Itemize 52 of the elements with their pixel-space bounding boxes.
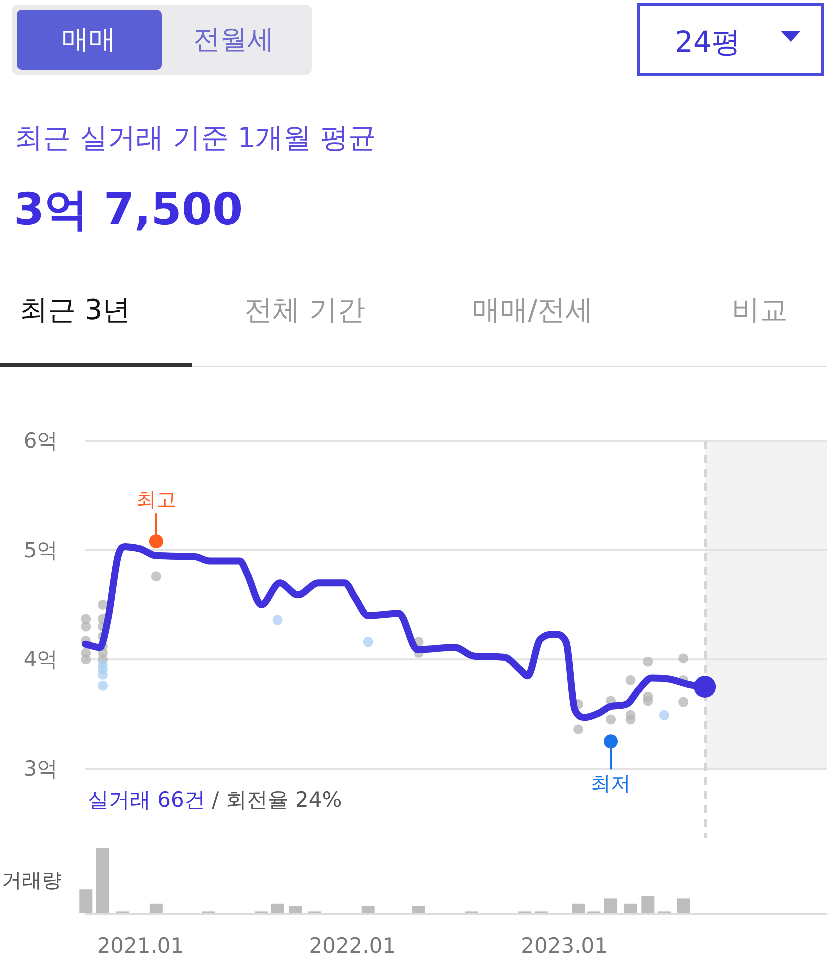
point [694, 676, 716, 698]
point [574, 724, 584, 735]
bar [604, 898, 618, 913]
bar [80, 890, 93, 913]
bar [624, 904, 638, 913]
text: 매매 [62, 24, 116, 56]
y-tick-label: 6억 [24, 429, 58, 453]
point [81, 622, 92, 632]
bar [271, 904, 284, 913]
text: 전월세 [194, 24, 274, 56]
series-label: 최고 [136, 488, 176, 512]
point [626, 714, 636, 725]
text: 매매/전세 [472, 294, 594, 326]
point [98, 680, 108, 691]
point [363, 637, 374, 648]
text: 전체 기간 [244, 294, 366, 326]
text: 3억 7,500 [14, 184, 244, 236]
bar [412, 906, 426, 913]
point [149, 534, 164, 549]
text: 비교 [732, 294, 788, 326]
text: 최근 실거래 기준 1개월 평균 [15, 122, 376, 154]
point [626, 675, 636, 686]
point [678, 654, 689, 664]
bar [289, 906, 302, 913]
point [643, 656, 654, 667]
point [272, 615, 283, 626]
y-tick-label: 3억 [24, 757, 58, 781]
bar [96, 848, 110, 913]
legend-label: 최저 [591, 772, 632, 796]
x-tick-label: 2023.01 [521, 934, 608, 958]
point [604, 734, 618, 749]
point [98, 670, 108, 680]
x-tick-label: 2022.01 [309, 934, 396, 958]
point [98, 600, 108, 610]
point [678, 697, 689, 708]
point [659, 710, 670, 720]
point [606, 714, 616, 725]
x-tick-label: 2021.01 [97, 934, 184, 958]
y-tick-label: 4억 [24, 648, 58, 672]
bar [642, 896, 655, 913]
y-tick-label: 5억 [24, 538, 58, 562]
bar [572, 904, 586, 913]
point [81, 654, 92, 665]
text: 실거래 66건 / 회전율 24% [88, 788, 342, 812]
point [643, 696, 654, 706]
text: 24평 [675, 25, 741, 59]
point [151, 572, 162, 582]
y-axis-title: 거래량 [2, 868, 62, 892]
text: 최근 3년 [20, 294, 131, 326]
bar [677, 898, 690, 913]
bar [362, 906, 375, 913]
bar [150, 904, 163, 913]
